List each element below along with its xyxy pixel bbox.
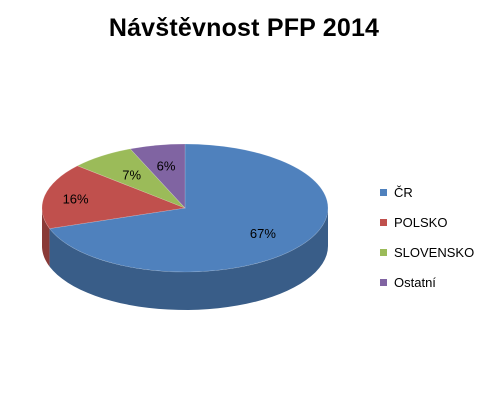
data-label-cr: 67% [250, 226, 276, 241]
legend-swatch [380, 218, 387, 226]
legend-item-ostatni: Ostatní [380, 267, 474, 297]
legend-label: SLOVENSKO [394, 244, 475, 260]
pie-slice-polsko [41, 165, 187, 229]
pie-slice-side-polsko [42, 208, 50, 267]
legend: ČR POLSKO SLOVENSKO Ostatní [380, 177, 474, 297]
legend-label: ČR [394, 184, 413, 200]
legend-swatch [380, 278, 387, 286]
data-label-ostatni: 6% [157, 158, 176, 173]
legend-item-cr: ČR [380, 177, 474, 207]
legend-item-polsko: POLSKO [380, 207, 474, 237]
legend-swatch [380, 188, 387, 196]
pie-slice-ostatni [129, 143, 186, 209]
pie-slice-side-cr [49, 208, 329, 310]
pie-slice-slovensko [76, 148, 186, 209]
legend-label: POLSKO [394, 214, 448, 230]
data-label-slovensko: 7% [122, 168, 141, 183]
legend-item-slovensko: SLOVENSKO [380, 237, 474, 267]
pie-slice-cr [49, 143, 329, 273]
chart-title: Návštěvnost PFP 2014 [108, 14, 380, 42]
data-label-polsko: 16% [63, 191, 89, 206]
legend-swatch [380, 248, 387, 256]
legend-label: Ostatní [394, 274, 436, 290]
